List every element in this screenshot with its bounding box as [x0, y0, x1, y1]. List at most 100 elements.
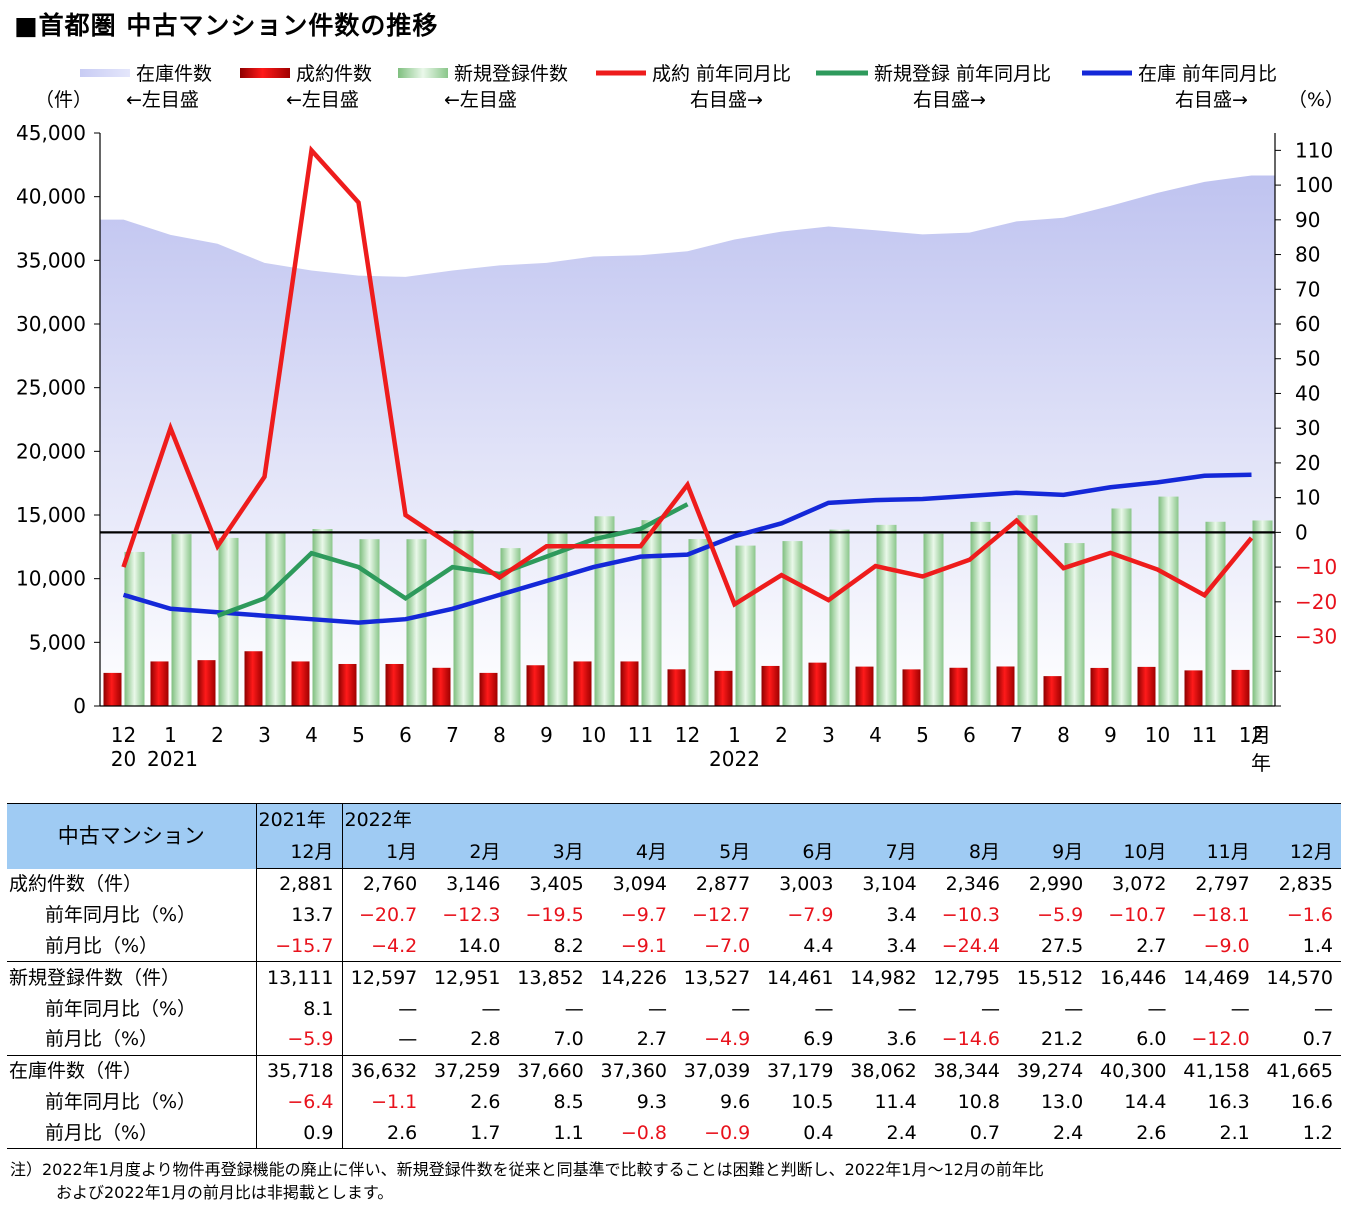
table-cell: 8.2 [508, 930, 592, 963]
y-right-tick-label: 80 [1295, 243, 1320, 267]
table-cell: 2,346 [945, 873, 1000, 896]
table-cell: 3,104 [862, 873, 917, 896]
x-tick-label: 9 [1104, 723, 1117, 747]
table-header-month: 10月 [1091, 836, 1175, 869]
table-cell: 41,158 [1183, 1060, 1250, 1083]
bar-new-listings [829, 529, 850, 706]
table-row-label: 前月比（%） [7, 1023, 257, 1056]
y-left-tick-label: 45,000 [16, 121, 86, 145]
bar-new-listings [782, 541, 803, 706]
table-cell: 8.1 [256, 993, 343, 1024]
table-row: 前年同月比（%） 13.7 −20.7 −12.3 −19.5 −9.7 −12.7 −7.9… [7, 899, 1341, 931]
bar-contracts [1184, 670, 1203, 706]
y-left-tick-label: 30,000 [16, 312, 86, 336]
table-cell: −4.2 [342, 930, 426, 963]
table-cell: 2.6 [1091, 1117, 1175, 1150]
legend-label: 新規登録 前年同月比 [874, 63, 1051, 85]
footnote-line-1: 注）2022年1月度より物件再登録機能の廃止に伴い、新規登録件数を従来と同基準で… [10, 1160, 1044, 1179]
bar-contracts [244, 651, 263, 706]
x-tick-label: 11 [1192, 723, 1217, 747]
table-cell: 3,094 [612, 873, 667, 896]
y-left-tick-label: 5,000 [29, 630, 86, 654]
bar-new-listings [1111, 508, 1132, 706]
table-row-label: 前年同月比（%） [7, 993, 257, 1024]
bar-contracts [573, 661, 592, 706]
bar-contracts [150, 661, 169, 706]
table-cell: — [897, 997, 917, 1020]
table-cell: 9.3 [636, 1090, 667, 1113]
series-line-stock-yoy [122, 472, 1252, 625]
table-cell: −1.1 [371, 1090, 418, 1113]
x-year-label: 20 [111, 747, 136, 771]
table-row-label: 前月比（%） [7, 1117, 257, 1150]
table-cell: 16,446 [1100, 966, 1167, 989]
bar-new-listings [312, 529, 333, 706]
bar-contracts [996, 666, 1015, 706]
table-row-label: 前年同月比（%） [7, 1086, 257, 1118]
x-tick-label: 5 [352, 723, 365, 747]
table-cell: 13.0 [1040, 1090, 1084, 1113]
legend-swatch [240, 68, 290, 78]
table-cell: 2,990 [1028, 873, 1084, 896]
table-cell: 3,405 [529, 873, 584, 896]
bar-contracts [338, 663, 357, 706]
bar-new-listings [406, 539, 427, 706]
series-line-contracts-yoy [121, 145, 1254, 608]
table-cell: 36,632 [350, 1060, 418, 1083]
x-tick-label: 4 [305, 723, 318, 747]
table-row: 成約件数（件） 2,881 2,760 3,146 3,405 3,094 2,877 3,0… [7, 868, 1341, 900]
x-year-label: 2022 [709, 747, 760, 771]
table-cell: −6.4 [256, 1086, 343, 1118]
table-cell: 13,852 [517, 966, 584, 989]
table-cell: — [342, 1023, 426, 1056]
table-cell: — [981, 997, 1000, 1020]
bar-new-listings [970, 521, 991, 706]
table-header-month: 12月 [256, 836, 343, 869]
table-row: 前月比（%） 0.9 2.6 1.7 1.1 −0.8 −0.9 0.4 2.4 0.7 2.4 2.… [7, 1117, 1341, 1150]
table-cell: −19.5 [525, 904, 584, 927]
table-cell: 14,461 [767, 966, 834, 989]
x-tick-label: 12 [1239, 723, 1264, 747]
table-cell: 37,360 [600, 1060, 667, 1083]
table-cell: −7.0 [675, 930, 759, 963]
x-tick-label: 3 [822, 723, 835, 747]
x-tick-label: 10 [581, 723, 606, 747]
bar-new-listings [923, 533, 944, 706]
table-cell: 13,527 [683, 966, 751, 989]
bar-new-listings [218, 537, 239, 706]
legend-axis-note: 右目盛→ [913, 89, 986, 111]
table-header-month: 4月 [591, 836, 675, 869]
table-cell: −5.9 [1037, 904, 1084, 927]
table-cell: 13.7 [256, 899, 343, 931]
bar-contracts [385, 663, 404, 706]
legend-label: 成約件数 [296, 63, 372, 85]
table-cell: 37,660 [517, 1060, 584, 1083]
table-cell: 2,835 [1278, 873, 1333, 896]
x-tick-label: 3 [258, 723, 271, 747]
legend-label: 在庫 前年同月比 [1138, 63, 1277, 85]
y-right-tick-label: 30 [1295, 416, 1320, 440]
y-right-tick-label: 10 [1295, 486, 1320, 510]
table-cell: −12.3 [442, 904, 501, 927]
table-cell: 10.5 [791, 1090, 834, 1113]
bar-contracts [432, 667, 451, 706]
bar-contracts [479, 672, 498, 706]
table-cell: 37,259 [434, 1060, 501, 1083]
x-tick-label: 4 [869, 723, 882, 747]
table-cell: 14,570 [1266, 966, 1333, 989]
table-cell: 14,469 [1183, 966, 1250, 989]
table-cell: 2,877 [695, 873, 751, 896]
table-header-month: 1月 [342, 836, 426, 869]
y-right-tick-label: 110 [1295, 138, 1333, 162]
x-tick-label: 1 [728, 723, 741, 747]
table-cell: −9.0 [1174, 930, 1258, 963]
y-left-tick-label: 25,000 [16, 376, 86, 400]
table-row: 前年同月比（%） 8.1 — — — — — — — — — — — — [7, 993, 1341, 1024]
table-cell: −10.7 [1108, 904, 1167, 927]
x-tick-label: 11 [628, 723, 653, 747]
table-cell: 6.0 [1091, 1023, 1175, 1056]
table-cell: 3.6 [841, 1023, 925, 1056]
table-cell: 2.6 [470, 1090, 501, 1113]
table-cell: — [564, 997, 584, 1020]
bar-new-listings [1064, 543, 1085, 706]
